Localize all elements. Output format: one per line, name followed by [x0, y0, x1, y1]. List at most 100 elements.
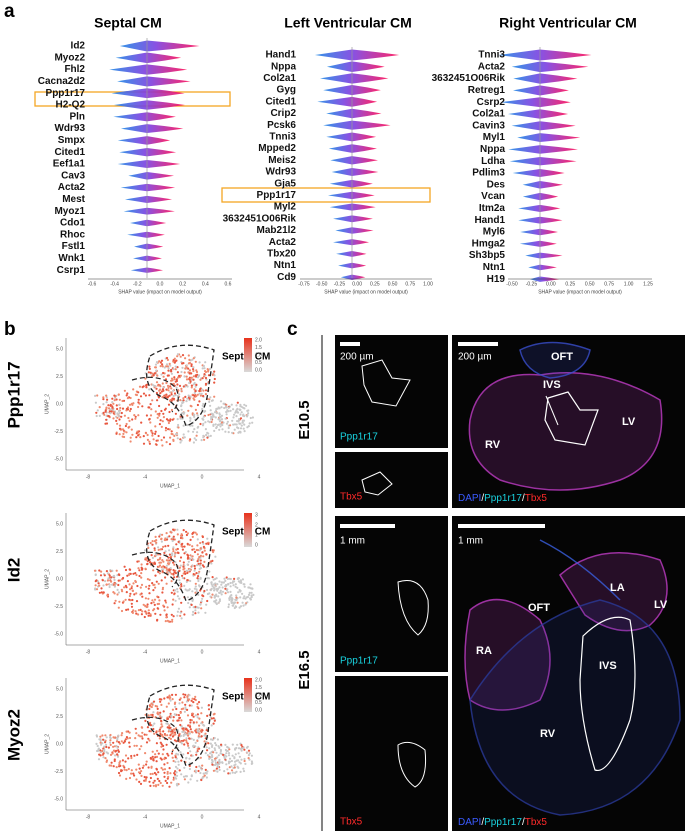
shap-swarm — [331, 168, 379, 176]
cell-point — [160, 359, 164, 362]
cell-point — [135, 768, 138, 771]
cell-point — [190, 384, 193, 387]
cell-point — [159, 700, 162, 703]
gene-label: Nppa — [271, 61, 296, 72]
y-tick-label: -2.5 — [54, 769, 63, 775]
highlight-box — [221, 187, 431, 203]
cell-point — [175, 771, 178, 774]
cell-point — [169, 556, 172, 559]
cell-point — [174, 368, 177, 371]
cell-point — [168, 736, 171, 739]
cell-point — [169, 734, 172, 737]
cell-point — [172, 368, 175, 371]
cell-point — [146, 603, 149, 606]
cell-point — [195, 434, 198, 437]
cell-point — [186, 571, 189, 575]
cell-point — [221, 428, 224, 431]
scale-label: 1 mm — [458, 536, 483, 547]
cell-point — [233, 606, 236, 610]
cell-point — [172, 550, 175, 553]
cell-point — [185, 737, 188, 740]
cell-point — [113, 582, 116, 585]
cell-point — [192, 606, 195, 609]
gene-label: Vcan — [481, 191, 505, 202]
cell-point — [247, 757, 250, 760]
cell-point — [103, 748, 106, 751]
cluster-outline-inner — [131, 376, 179, 413]
cell-point — [211, 559, 214, 562]
cell-point — [182, 561, 185, 564]
gene-label: Meis2 — [268, 155, 296, 166]
cell-point — [235, 596, 238, 599]
cell-point — [178, 597, 181, 600]
scale-label: 1 mm — [340, 536, 365, 547]
cell-point — [229, 424, 232, 427]
cell-point — [183, 570, 186, 573]
cell-point — [158, 414, 161, 417]
cell-point — [152, 727, 155, 731]
cell-point — [159, 781, 162, 785]
cell-point — [102, 584, 105, 587]
cell-point — [144, 752, 147, 755]
cell-point — [177, 540, 180, 543]
cell-point — [135, 573, 138, 577]
cell-point — [172, 598, 175, 601]
cell-point — [203, 734, 206, 737]
cell-point — [145, 760, 148, 763]
cell-point — [154, 784, 158, 787]
cell-point — [111, 752, 114, 755]
cell-point — [207, 435, 210, 438]
cell-point — [226, 588, 229, 591]
cell-point — [147, 612, 151, 615]
x-axis-label: SHAP value (impact on model output) — [538, 289, 622, 295]
cell-point — [183, 552, 186, 555]
cell-point — [118, 418, 121, 421]
cell-point — [134, 415, 137, 418]
shap-swarm — [518, 204, 561, 212]
cell-point — [180, 773, 183, 776]
cell-point — [148, 394, 151, 397]
cell-point — [194, 609, 197, 612]
cell-point — [191, 545, 194, 548]
cell-point — [165, 705, 168, 708]
cell-point — [173, 731, 177, 734]
cell-point — [176, 587, 179, 591]
cell-point — [196, 412, 199, 415]
cell-point — [118, 433, 121, 436]
cell-point — [112, 749, 116, 752]
cell-point — [150, 765, 153, 768]
cell-point — [147, 614, 150, 617]
cell-point — [165, 613, 168, 617]
cell-point — [229, 581, 232, 585]
cell-point — [185, 741, 188, 744]
cell-point — [222, 581, 225, 584]
cell-point — [176, 371, 179, 374]
colorbar-label: 0 — [255, 542, 258, 548]
cell-point — [158, 737, 161, 740]
cell-point — [187, 724, 190, 727]
cell-point — [105, 760, 108, 763]
cell-point — [136, 560, 139, 563]
cell-point — [96, 394, 99, 397]
cell-point — [109, 741, 112, 744]
scale-label: 200 µm — [458, 352, 492, 363]
cell-point — [216, 589, 219, 592]
cell-point — [193, 415, 196, 418]
cell-point — [173, 361, 176, 364]
cell-point — [224, 417, 227, 420]
cell-point — [195, 721, 198, 724]
cell-point — [157, 752, 160, 755]
cell-point — [201, 418, 204, 421]
cell-point — [217, 418, 220, 421]
cell-point — [167, 389, 170, 392]
cell-point — [102, 752, 105, 755]
cell-point — [203, 549, 206, 552]
cell-point — [213, 395, 216, 398]
cell-point — [166, 781, 169, 785]
cell-point — [151, 383, 154, 386]
cell-point — [118, 398, 121, 401]
cell-point — [174, 756, 177, 759]
cell-point — [121, 428, 125, 431]
cell-point — [174, 365, 177, 368]
cell-point — [203, 740, 206, 743]
